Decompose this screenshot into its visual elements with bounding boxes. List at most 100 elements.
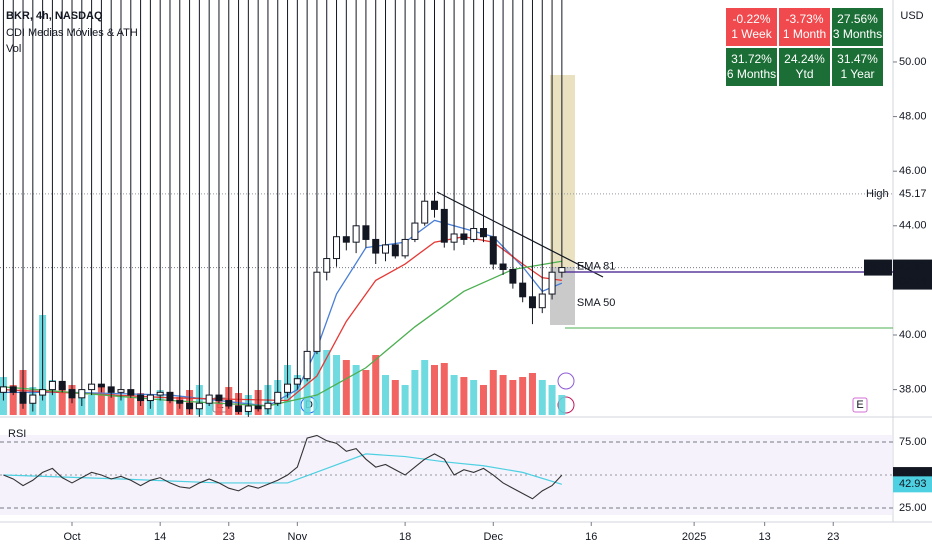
moving-average: [3, 236, 562, 402]
x-tick-label: 13: [759, 531, 771, 543]
candle-body: [235, 405, 243, 412]
candle-body: [58, 380, 66, 391]
performance-value: 31.72%: [731, 52, 772, 66]
volume-bar: [342, 360, 350, 415]
candle-body: [107, 386, 115, 393]
volume-bar: [548, 385, 556, 415]
candle-body: [186, 402, 194, 410]
symbol: BKR, 4h, NASDAQ: [6, 10, 103, 22]
performance-period: 1 Year: [840, 67, 874, 81]
candle-body: [39, 389, 47, 396]
line-label: EMA 81: [577, 260, 616, 272]
x-tick-label: 18: [399, 531, 411, 543]
volume-bar: [127, 397, 135, 415]
candle-body: [48, 380, 56, 391]
candle-body: [538, 293, 546, 309]
candle-body: [156, 391, 164, 396]
volume-bar: [519, 377, 527, 415]
performance-cell: [832, 48, 883, 86]
candle-body: [333, 236, 341, 260]
currency: USD: [900, 10, 923, 22]
price-tag-countdown: 02:18: [899, 275, 927, 287]
rsi-title: RSI: [8, 428, 26, 440]
high-value: 45.17: [899, 188, 927, 200]
line-label: SMA 50: [577, 297, 616, 309]
y-tick-label: 46.00: [899, 165, 927, 177]
candle-body: [519, 282, 527, 298]
volume-bar: [401, 385, 409, 415]
volume-bar: [558, 395, 566, 415]
candle-body: [313, 271, 321, 352]
volume-bar: [352, 365, 360, 415]
volume-bar: [97, 385, 105, 415]
performance-value: 24.24%: [784, 52, 825, 66]
rsi-tick-label: 75.00: [899, 436, 927, 448]
icon-letter: E: [856, 399, 863, 411]
price-tag: [893, 259, 932, 290]
candle-body: [489, 236, 497, 265]
candle-body: [323, 258, 331, 273]
performance-period: 3 Months: [833, 27, 882, 41]
candle-body: [303, 350, 311, 380]
candle-body: [293, 378, 301, 385]
volume-bar: [509, 380, 517, 415]
earnings-icon[interactable]: [852, 397, 868, 413]
performance-cell: [832, 8, 883, 46]
candle-body: [78, 389, 86, 399]
rsi-tick-label: 25.00: [899, 502, 927, 514]
candle-body: [411, 222, 419, 240]
performance-cell: [726, 8, 777, 46]
volume-bar: [166, 395, 174, 415]
volume-bar: [313, 340, 321, 415]
candle-body: [342, 236, 350, 243]
volume-bar: [156, 390, 164, 415]
x-tick-label: 23: [827, 531, 839, 543]
performance-cell: [726, 48, 777, 86]
candle-body: [391, 244, 399, 257]
volume-bar: [528, 373, 536, 415]
candle-body: [558, 267, 566, 273]
x-tick-label: 14: [154, 531, 166, 543]
volume-bar: [323, 350, 331, 415]
y-tick-label: 38.00: [899, 384, 927, 396]
y-tick-label: 44.00: [899, 220, 927, 232]
symbol-tag-text: BKR: [867, 261, 890, 273]
x-tick-label: 16: [585, 531, 597, 543]
candle-body: [401, 238, 409, 257]
volume-bar: [470, 380, 478, 415]
candle-body: [254, 405, 262, 410]
candle-body: [29, 394, 37, 404]
performance-value: -3.73%: [785, 12, 823, 26]
candle-body: [244, 405, 252, 412]
symbol-tag: [864, 259, 892, 276]
trendline: [436, 191, 604, 278]
volume-bar: [48, 380, 56, 415]
volume-bar: [479, 385, 487, 415]
rsi-ma-line: [3, 453, 563, 485]
candle-body: [548, 271, 556, 295]
candle-body: [430, 200, 438, 210]
y-tick-label: 40.00: [899, 329, 927, 341]
high-label: High: [866, 188, 889, 200]
performance-value: -0.22%: [732, 12, 770, 26]
candle-body: [274, 391, 282, 404]
performance-period: 6 Months: [727, 67, 776, 81]
event-icon[interactable]: [557, 372, 575, 390]
y-tick-label: 48.00: [899, 110, 927, 122]
performance-cell: [779, 8, 830, 46]
candle-body: [362, 225, 370, 240]
candle-body: [215, 394, 223, 402]
candle-body: [421, 200, 429, 224]
performance-period: 1 Month: [783, 27, 826, 41]
volume-bar: [215, 397, 223, 415]
performance-value: 27.56%: [837, 12, 878, 26]
x-tick-label: 2025: [682, 531, 706, 543]
candle-body: [195, 402, 203, 410]
candle-body: [450, 233, 458, 243]
candle-body: [0, 386, 7, 393]
volume-bar: [450, 375, 458, 415]
candle-body: [499, 263, 507, 270]
volume-bar: [499, 375, 507, 415]
candle-body: [146, 394, 154, 402]
candle-body: [372, 238, 380, 254]
